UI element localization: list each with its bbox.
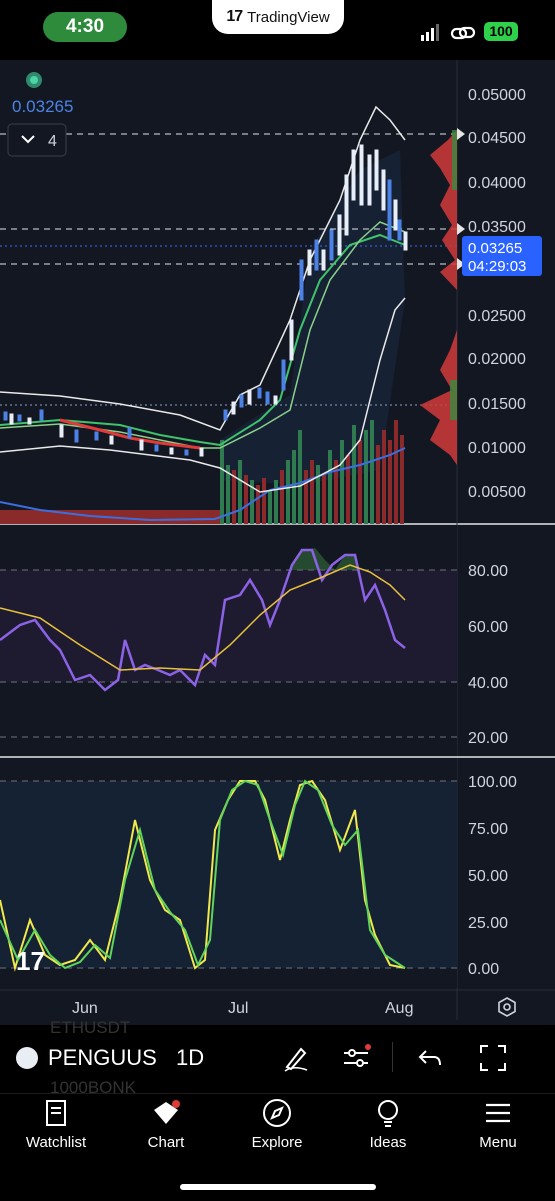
time-axis-label: Aug bbox=[385, 1000, 413, 1017]
rsi-axis-label: 40.00 bbox=[468, 675, 508, 692]
price-axis-label: 0.04000 bbox=[468, 175, 526, 192]
ghost-symbol-below: 1000BONK bbox=[50, 1078, 136, 1097]
tab-watchlist[interactable]: Watchlist bbox=[6, 1098, 106, 1151]
price-axis-label: 0.05000 bbox=[468, 87, 526, 104]
tab-label: Watchlist bbox=[25, 1134, 87, 1151]
price-axis-label: 0.00500 bbox=[468, 484, 526, 501]
stoch-axis-label: 25.00 bbox=[468, 915, 508, 932]
stoch-axis-label: 75.00 bbox=[468, 821, 508, 838]
toolbar-divider bbox=[392, 1042, 393, 1072]
chart-area[interactable]: 0.05000 0.04500 0.04000 0.03500 0.02500 … bbox=[0, 60, 555, 1025]
stoch-pane: 100.00 75.00 50.00 25.00 0.00 17 bbox=[0, 758, 517, 988]
price-tag-value: 0.03265 bbox=[468, 240, 522, 257]
tab-label: Ideas bbox=[369, 1134, 407, 1151]
indicators-icon[interactable] bbox=[341, 1043, 371, 1073]
rsi-axis-label: 60.00 bbox=[468, 619, 508, 636]
chart-icon bbox=[154, 1100, 180, 1124]
rsi-pane: 80.00 60.00 40.00 20.00 bbox=[0, 525, 555, 758]
tradingview-logo-icon: 17 bbox=[226, 8, 243, 25]
price-tag-countdown: 04:29:03 bbox=[468, 258, 526, 275]
stoch-axis-label: 0.00 bbox=[468, 961, 499, 978]
tab-label: Menu bbox=[479, 1134, 517, 1151]
status-bar: 4:30 17 TradingView 100 bbox=[0, 0, 555, 55]
fullscreen-icon[interactable] bbox=[478, 1043, 508, 1073]
tradingview-name: TradingView bbox=[247, 8, 330, 26]
stoch-axis-label: 100.00 bbox=[468, 774, 517, 791]
rsi-axis-label: 80.00 bbox=[468, 563, 508, 580]
lightbulb-icon bbox=[378, 1100, 398, 1127]
chart-toolbar bbox=[0, 1025, 555, 1093]
candlesticks bbox=[3, 144, 408, 457]
time-axis-label: Jun bbox=[72, 1000, 98, 1017]
rsi-axis-label: 20.00 bbox=[468, 730, 508, 747]
symbol-logo-icon bbox=[16, 1047, 38, 1069]
tab-label: Chart bbox=[147, 1134, 185, 1151]
price-axis-label: 0.02000 bbox=[468, 351, 526, 368]
tab-explore[interactable]: Explore bbox=[227, 1098, 327, 1151]
price-axis-label: 0.01500 bbox=[468, 396, 526, 413]
legend-last-price: 0.03265 bbox=[12, 97, 73, 116]
volume-profile bbox=[420, 130, 457, 465]
tab-chart[interactable]: Chart bbox=[116, 1098, 216, 1151]
undo-icon[interactable] bbox=[416, 1043, 446, 1073]
home-indicator[interactable] bbox=[180, 1184, 376, 1190]
status-time: 4:30 bbox=[43, 12, 127, 42]
price-axis-label: 0.04500 bbox=[468, 130, 526, 147]
book-icon bbox=[46, 1100, 66, 1126]
tab-ideas[interactable]: Ideas bbox=[338, 1098, 438, 1151]
stoch-axis-label: 50.00 bbox=[468, 868, 508, 885]
compass-icon bbox=[263, 1099, 291, 1127]
time-axis-label: Jul bbox=[228, 1000, 248, 1017]
interval-selector[interactable]: 1D bbox=[176, 1045, 205, 1070]
tab-label: Explore bbox=[251, 1134, 303, 1151]
tv-watermark-icon: 17 bbox=[16, 946, 45, 976]
settings-gear-icon[interactable] bbox=[498, 997, 516, 1017]
chevron-down-icon bbox=[21, 135, 35, 144]
battery-indicator: 100 bbox=[484, 22, 518, 41]
tradingview-banner[interactable]: 17 TradingView bbox=[212, 0, 344, 34]
tab-menu[interactable]: Menu bbox=[448, 1098, 548, 1151]
price-axis-label: 0.03500 bbox=[468, 219, 526, 236]
symbol-name[interactable]: PENGUUS bbox=[48, 1045, 157, 1070]
price-axis-label: 0.02500 bbox=[468, 308, 526, 325]
price-axis-label: 0.01000 bbox=[468, 440, 526, 457]
ghost-symbol-above: ETHUSDT bbox=[50, 1018, 131, 1037]
legend-count: 4 bbox=[48, 133, 57, 150]
link-icon bbox=[450, 26, 476, 40]
legend-collapse-button[interactable]: 4 bbox=[7, 123, 67, 157]
price-axis: 0.05000 0.04500 0.04000 0.03500 0.02500 … bbox=[468, 87, 526, 501]
price-tag[interactable]: 0.03265 04:29:03 bbox=[462, 236, 542, 276]
signal-icon bbox=[421, 24, 476, 41]
drawing-pen-icon[interactable] bbox=[281, 1043, 311, 1073]
menu-icon bbox=[486, 1103, 510, 1123]
